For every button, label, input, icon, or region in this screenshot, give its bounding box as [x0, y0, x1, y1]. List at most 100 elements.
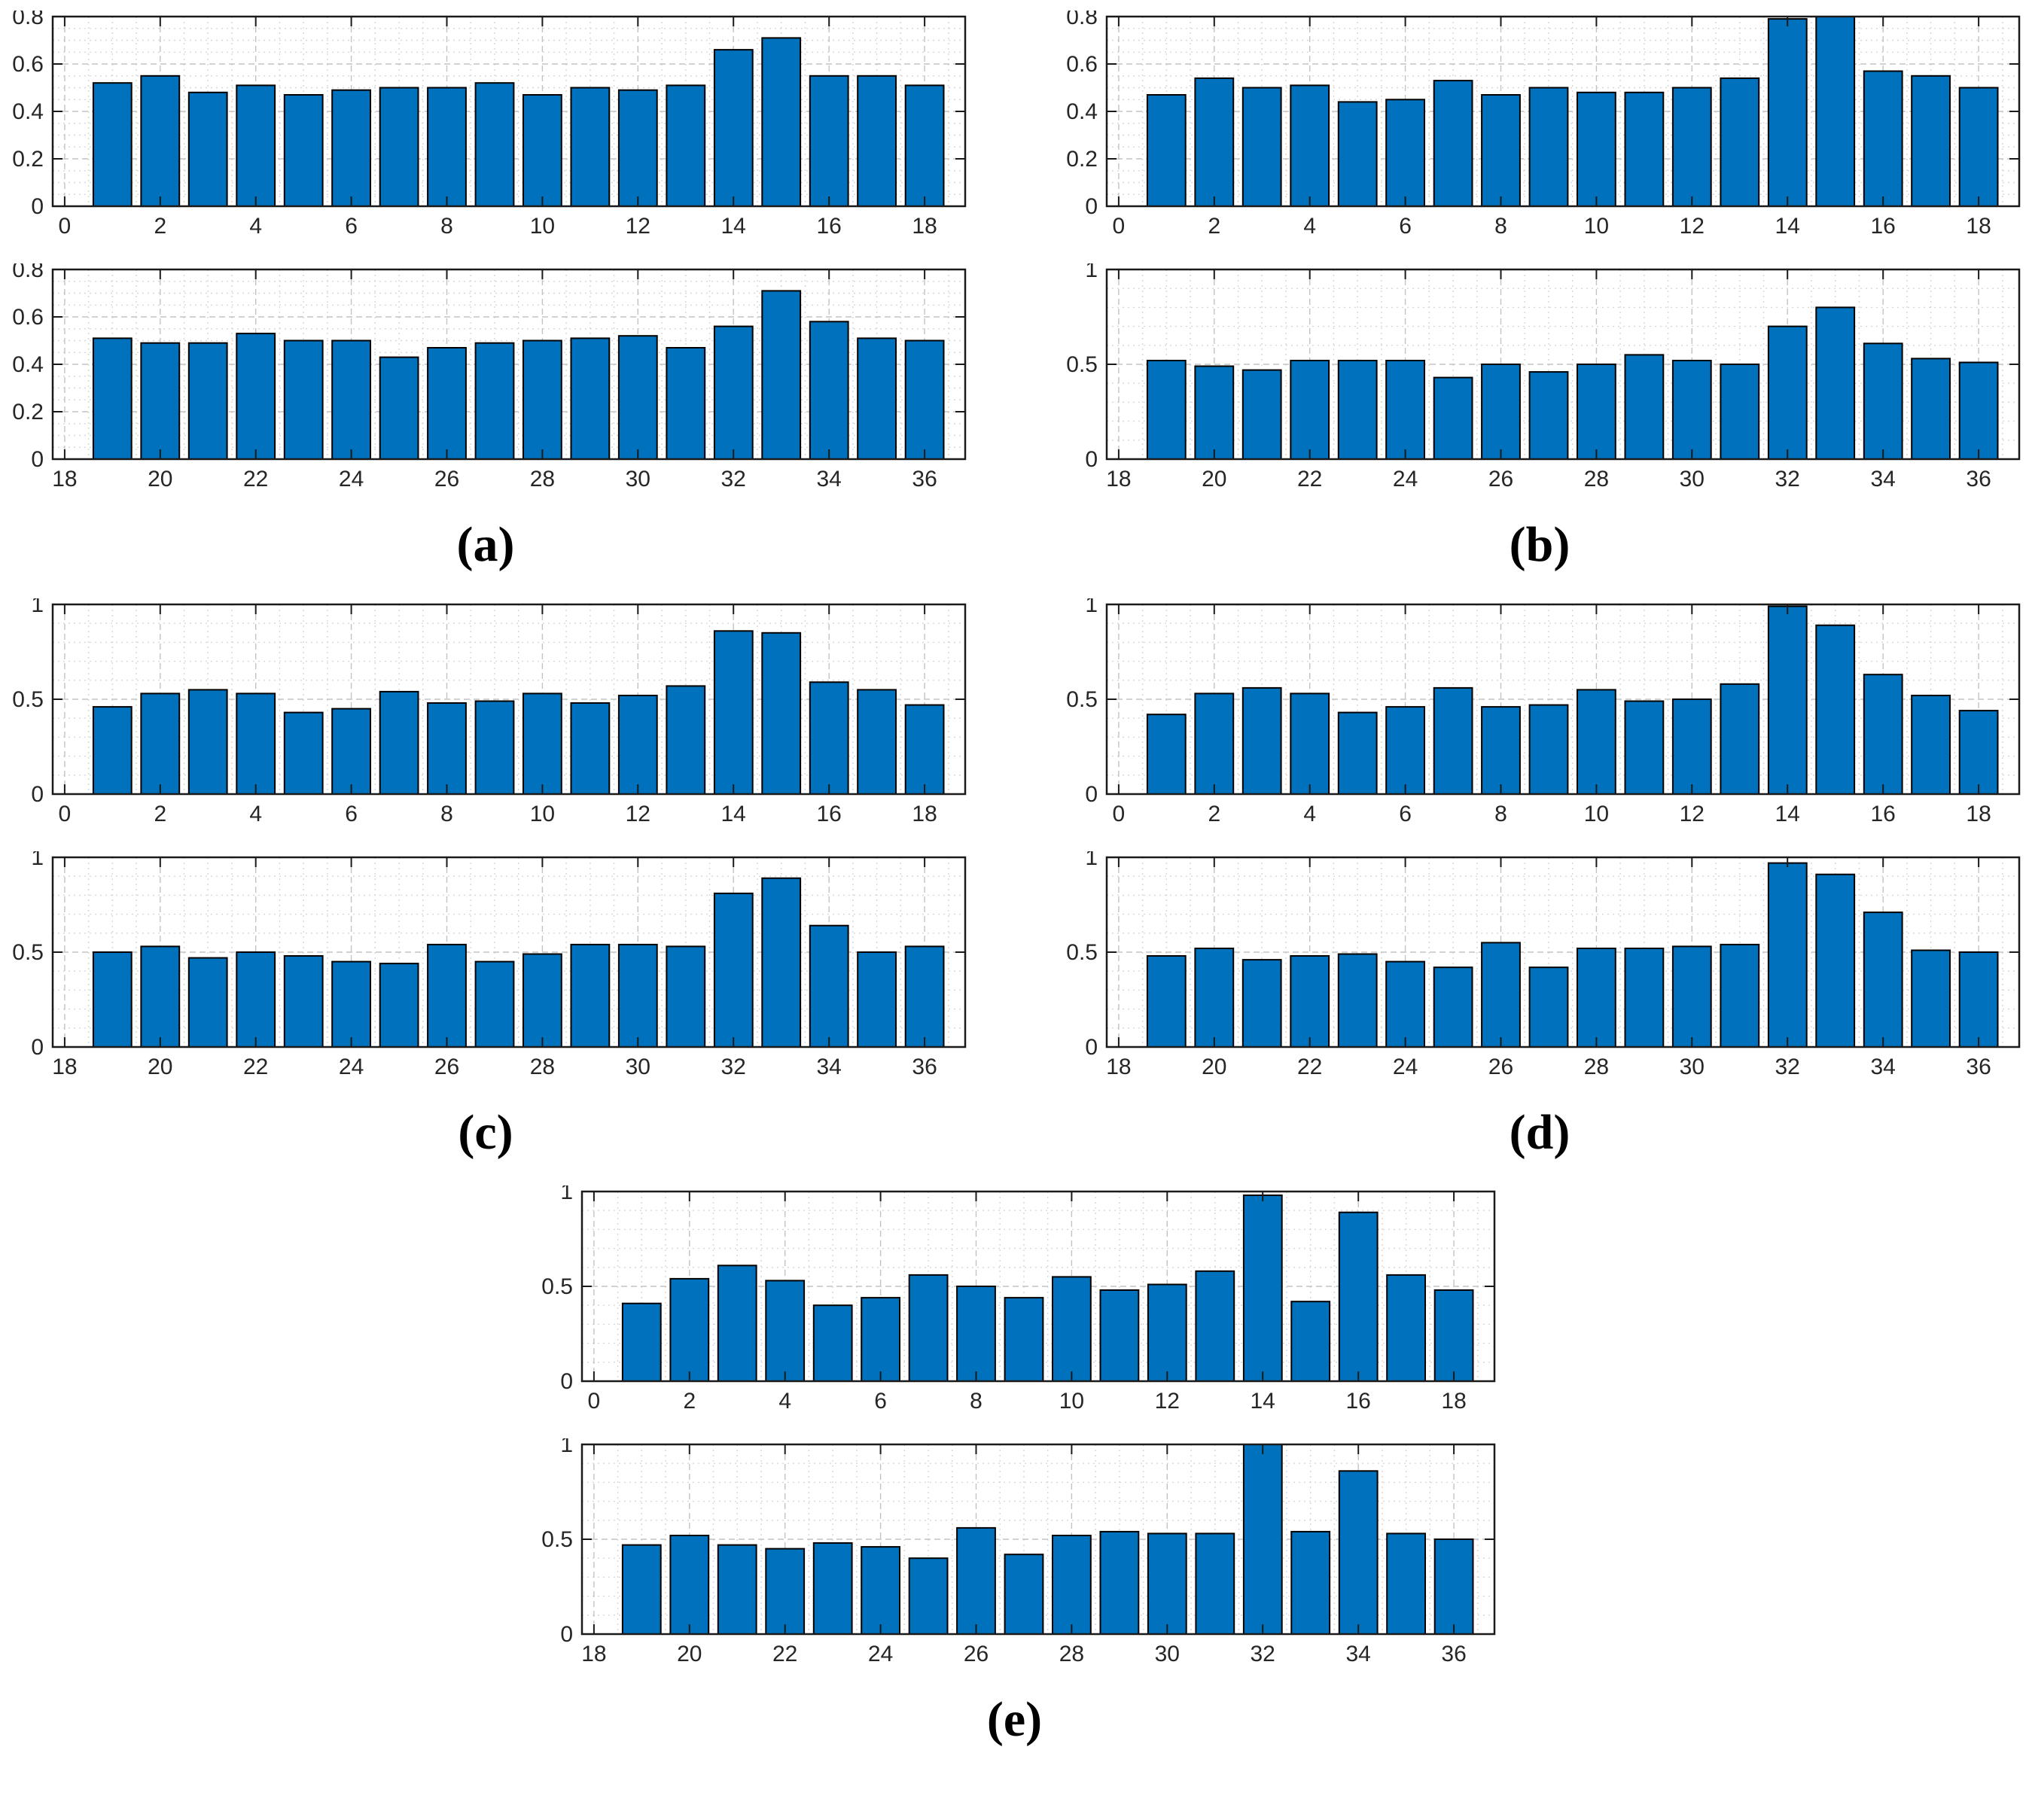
svg-text:12: 12	[1680, 802, 1705, 824]
svg-text:28: 28	[1584, 1055, 1609, 1077]
svg-text:0.8: 0.8	[1066, 11, 1098, 29]
svg-text:34: 34	[817, 467, 842, 489]
svg-text:28: 28	[1584, 467, 1609, 489]
svg-text:36: 36	[1966, 1055, 1991, 1077]
svg-text:0: 0	[1085, 782, 1098, 807]
svg-text:14: 14	[1250, 1389, 1275, 1411]
svg-text:10: 10	[530, 802, 555, 824]
bar-chart-e-bottom: 18 20 22 24 26 28 30 32 34 36 0 0.5 1	[541, 1438, 1495, 1664]
svg-text:34: 34	[1345, 1642, 1370, 1664]
svg-text:16: 16	[1871, 802, 1896, 824]
svg-text:0.2: 0.2	[12, 147, 44, 172]
svg-text:12: 12	[1680, 214, 1705, 236]
svg-text:36: 36	[1441, 1642, 1466, 1664]
svg-text:18: 18	[912, 802, 937, 824]
svg-text:16: 16	[1871, 214, 1896, 236]
svg-text:22: 22	[243, 467, 268, 489]
svg-text:8: 8	[1494, 214, 1507, 236]
subfigure-d: 0 2 4 6 8 10 12 14 16 18 0 0.5 1 18 20 22 24 26 28 30 32 34 3…	[1054, 598, 2025, 1161]
svg-text:12: 12	[626, 214, 650, 236]
svg-text:0: 0	[31, 1035, 44, 1060]
svg-text:1: 1	[560, 1438, 573, 1457]
svg-text:0.5: 0.5	[541, 1274, 573, 1299]
svg-text:0.2: 0.2	[1066, 147, 1098, 172]
svg-text:22: 22	[1297, 467, 1322, 489]
svg-text:0.2: 0.2	[12, 400, 44, 425]
svg-text:10: 10	[1584, 802, 1609, 824]
subfigure-c-caption: (c)	[458, 1104, 513, 1160]
svg-text:10: 10	[530, 214, 555, 236]
svg-text:0: 0	[560, 1622, 573, 1647]
svg-text:1: 1	[1085, 263, 1098, 282]
svg-text:1: 1	[31, 598, 44, 617]
svg-text:26: 26	[434, 467, 459, 489]
bar-chart-b-top: 0 2 4 6 8 10 12 14 16 18 0 0.2 0.4 0.6 0.8	[1066, 11, 2021, 236]
svg-text:1: 1	[1085, 598, 1098, 617]
svg-text:0.4: 0.4	[12, 99, 44, 124]
svg-text:18: 18	[1106, 1055, 1131, 1077]
svg-text:18: 18	[52, 1055, 77, 1077]
svg-text:12: 12	[626, 802, 650, 824]
svg-text:22: 22	[243, 1055, 268, 1077]
svg-text:18: 18	[1106, 467, 1131, 489]
svg-text:8: 8	[970, 1389, 983, 1411]
svg-text:0.4: 0.4	[12, 352, 44, 377]
svg-text:0.5: 0.5	[1066, 352, 1098, 377]
svg-text:16: 16	[817, 214, 842, 236]
svg-text:30: 30	[626, 1055, 650, 1077]
svg-text:30: 30	[626, 467, 650, 489]
svg-text:1: 1	[560, 1185, 573, 1204]
svg-text:18: 18	[1966, 214, 1991, 236]
svg-text:30: 30	[1680, 1055, 1705, 1077]
svg-text:2: 2	[1208, 802, 1220, 824]
svg-text:36: 36	[1966, 467, 1991, 489]
svg-text:22: 22	[772, 1642, 797, 1664]
svg-text:12: 12	[1154, 1389, 1179, 1411]
svg-text:32: 32	[1775, 1055, 1800, 1077]
bar-chart-a-bottom: 18 20 22 24 26 28 30 32 34 36 0 0.2 0.4 0.6 0.8	[12, 263, 967, 489]
svg-text:28: 28	[1059, 1642, 1083, 1664]
svg-text:4: 4	[778, 1389, 791, 1411]
svg-text:18: 18	[581, 1642, 606, 1664]
subfigure-b: 0 2 4 6 8 10 12 14 16 18 0 0.2 0.4 0.6 0.8 18 20 22 24 26 2…	[1054, 11, 2025, 573]
svg-text:10: 10	[1584, 214, 1609, 236]
svg-text:16: 16	[817, 802, 842, 824]
svg-text:0.6: 0.6	[12, 305, 44, 330]
subfigure-c: 0 2 4 6 8 10 12 14 16 18 0 0.5 1 18 20 22 24 26 28 30 32 34 3…	[0, 598, 971, 1161]
svg-text:0.5: 0.5	[1066, 940, 1098, 965]
svg-text:0.5: 0.5	[541, 1527, 573, 1552]
svg-text:6: 6	[345, 214, 358, 236]
svg-text:22: 22	[1297, 1055, 1322, 1077]
svg-text:0.6: 0.6	[1066, 52, 1098, 77]
svg-text:4: 4	[249, 214, 262, 236]
svg-text:0: 0	[59, 214, 72, 236]
svg-text:20: 20	[148, 467, 172, 489]
svg-text:0.5: 0.5	[1066, 687, 1098, 712]
svg-text:14: 14	[721, 214, 746, 236]
subfigure-a-caption: (a)	[456, 517, 515, 572]
svg-text:4: 4	[1303, 802, 1316, 824]
svg-text:26: 26	[963, 1642, 988, 1664]
svg-text:24: 24	[867, 1642, 892, 1664]
svg-text:0.5: 0.5	[12, 687, 44, 712]
svg-text:24: 24	[339, 1055, 364, 1077]
svg-text:0.5: 0.5	[12, 940, 44, 965]
svg-text:16: 16	[1345, 1389, 1370, 1411]
svg-text:34: 34	[817, 1055, 842, 1077]
svg-text:0.8: 0.8	[12, 263, 44, 282]
svg-text:26: 26	[1488, 467, 1513, 489]
svg-text:34: 34	[1871, 1055, 1896, 1077]
bar-chart-e-top: 0 2 4 6 8 10 12 14 16 18 0 0.5 1	[541, 1185, 1495, 1411]
svg-text:4: 4	[249, 802, 262, 824]
svg-text:0.8: 0.8	[12, 11, 44, 29]
svg-text:0.6: 0.6	[12, 52, 44, 77]
svg-text:6: 6	[874, 1389, 887, 1411]
bar-chart-d-bottom: 18 20 22 24 26 28 30 32 34 36 0 0.5 1	[1066, 851, 2021, 1077]
svg-text:26: 26	[1488, 1055, 1513, 1077]
svg-text:4: 4	[1303, 214, 1316, 236]
svg-text:32: 32	[721, 1055, 746, 1077]
svg-text:20: 20	[1202, 467, 1226, 489]
svg-text:8: 8	[1494, 802, 1507, 824]
svg-text:0: 0	[1085, 447, 1098, 472]
svg-text:0: 0	[1113, 214, 1126, 236]
